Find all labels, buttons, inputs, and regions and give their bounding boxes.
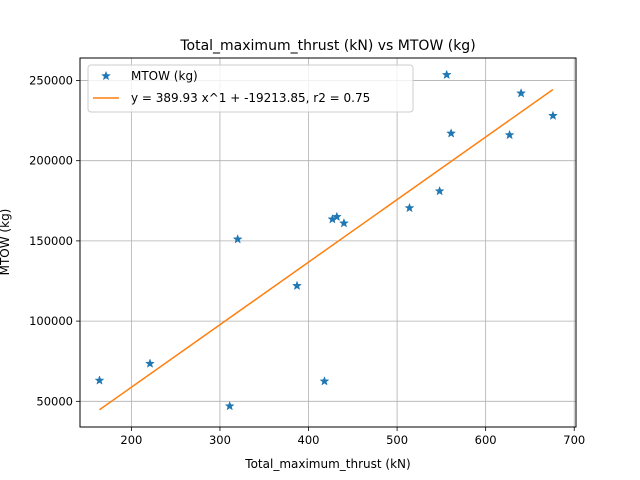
- data-point: [332, 212, 342, 221]
- data-point: [435, 186, 445, 196]
- data-point: [292, 281, 302, 290]
- data-point: [505, 130, 515, 139]
- data-point: [516, 88, 526, 98]
- legend-box: [87, 64, 414, 113]
- data-point: [145, 358, 155, 368]
- legend: MTOW (kg) y = 389.93 x^1 + -19213.85, r2 …: [87, 64, 414, 113]
- legend-label-line: y = 389.93 x^1 + -19213.85, r2 = 0.75: [131, 91, 370, 105]
- data-point: [94, 375, 105, 385]
- legend-label-scatter: MTOW (kg): [131, 69, 198, 83]
- y-tick-label: 250000: [29, 73, 73, 87]
- x-axis-label: Total_maximum_thrust (kN): [244, 457, 410, 471]
- x-tick-label: 600: [475, 433, 497, 447]
- data-point: [339, 218, 349, 228]
- legend-marker-scatter: [101, 70, 111, 81]
- x-tick-label: 400: [298, 433, 320, 447]
- y-axis-label: MTOW (kg): [0, 209, 12, 276]
- x-axis-ticks: 200 300 400 500 600 700: [120, 427, 585, 447]
- data-point: [404, 203, 415, 212]
- x-tick-label: 200: [120, 433, 142, 447]
- x-tick-label: 700: [563, 433, 585, 447]
- y-tick-label: 50000: [36, 394, 73, 408]
- plot-frame: [79, 57, 577, 428]
- chart-title: Total_maximum_thrust (kN) vs MTOW (kg): [179, 38, 475, 54]
- x-tick-label: 500: [386, 433, 408, 447]
- y-tick-label: 200000: [29, 154, 73, 168]
- x-tick-label: 300: [209, 433, 231, 447]
- data-point: [446, 128, 456, 138]
- y-axis-ticks: 50000 100000 150000 200000 250000: [29, 73, 80, 408]
- fit-line: [99, 88, 554, 411]
- plot-marks: [94, 70, 558, 411]
- data-point: [225, 401, 235, 411]
- y-tick-label: 150000: [29, 234, 73, 248]
- data-point: [319, 376, 329, 386]
- y-tick-label: 100000: [29, 314, 73, 328]
- data-point: [548, 111, 558, 120]
- data-point: [442, 70, 452, 79]
- data-point: [233, 234, 243, 244]
